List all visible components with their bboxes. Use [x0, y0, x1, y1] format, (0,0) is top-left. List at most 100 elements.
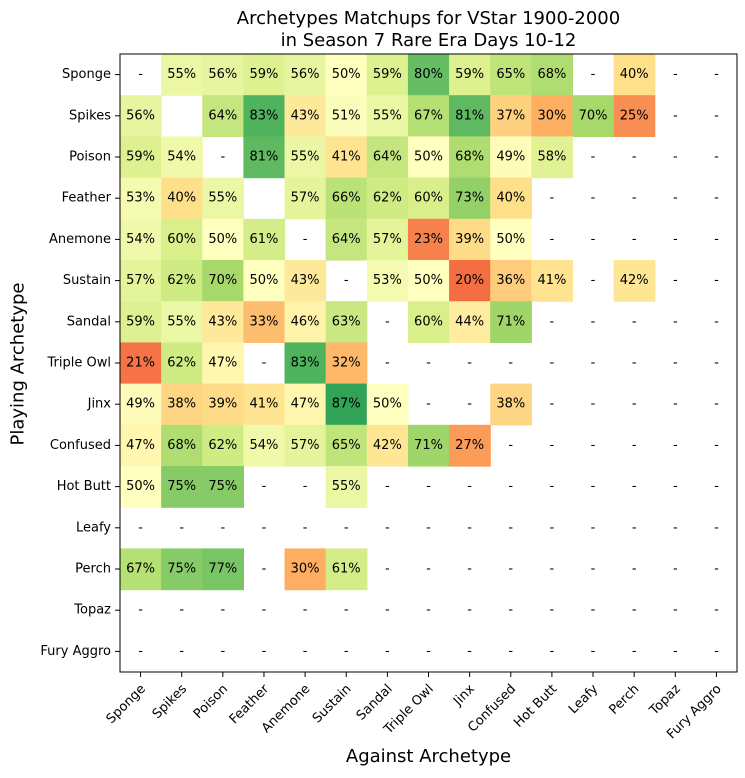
heatmap-cell — [366, 260, 409, 302]
cell-value-label: - — [138, 67, 143, 82]
heatmap-cell — [449, 260, 491, 302]
cell-value-label: - — [714, 273, 719, 288]
y-tick-label-hot-butt: Hot Butt — [57, 479, 111, 494]
heatmap-cell — [120, 301, 162, 343]
y-axis-ticks: Sponge Spikes Poison Feather Anemone Sustain S… — [40, 67, 120, 659]
cell-value-label: - — [632, 520, 637, 535]
heatmap-cell — [449, 177, 491, 220]
heatmap-cell — [120, 95, 162, 137]
heatmap-cell — [202, 548, 244, 591]
cell-value-label: 50% — [208, 232, 237, 247]
heatmap-cell — [366, 218, 409, 261]
y-axis-label: Playing Archetype — [7, 282, 29, 446]
cell-value-label: 49% — [496, 150, 525, 165]
y-tick-label-jinx: Jinx — [87, 397, 112, 412]
cell-value-label: 41% — [332, 150, 361, 165]
cell-value-label: 81% — [455, 108, 484, 123]
cell-value-label: - — [714, 356, 719, 371]
cell-value-label: 57% — [126, 273, 155, 288]
cell-value-label: - — [591, 150, 596, 165]
cell-value-label: 58% — [537, 150, 566, 165]
cell-value-label: - — [467, 397, 472, 412]
heatmap-cell — [120, 424, 162, 467]
cell-value-label: 61% — [250, 232, 279, 247]
heatmap-cell — [243, 301, 286, 343]
heatmap-cell — [366, 177, 409, 220]
heatmap-cell — [490, 54, 532, 96]
heatmap-cell — [202, 301, 244, 343]
cell-value-label: - — [508, 438, 513, 453]
cell-value-label: 83% — [291, 356, 320, 371]
cell-value-label: 51% — [332, 108, 361, 123]
cell-value-label: 57% — [291, 191, 320, 206]
heatmap-cell — [366, 383, 409, 426]
heatmap-cell — [325, 466, 368, 508]
y-tick-label-fury-aggro: Fury Aggro — [40, 644, 111, 659]
cell-value-label: - — [220, 520, 225, 535]
heatmap-cell — [407, 95, 450, 137]
cell-value-label: 38% — [167, 397, 196, 412]
heatmap-cell — [243, 54, 286, 96]
cell-value-label: 50% — [332, 67, 361, 82]
heatmap-cell — [325, 342, 368, 385]
cell-value-label: 54% — [250, 438, 279, 453]
cell-value-label: - — [262, 520, 267, 535]
cell-value-label: - — [714, 232, 719, 247]
heatmap-cell — [284, 95, 327, 137]
cell-value-label: 43% — [291, 108, 320, 123]
cell-value-label: 39% — [208, 397, 237, 412]
heatmap-cell — [366, 95, 409, 137]
heatmap-cell — [325, 301, 368, 343]
cell-value-label: - — [673, 191, 678, 206]
cell-value-label: - — [673, 314, 678, 329]
cell-value-label: 44% — [455, 314, 484, 329]
cell-value-label: 80% — [414, 67, 443, 82]
cell-value-label: - — [673, 603, 678, 618]
cell-value-label: 30% — [291, 562, 320, 577]
y-tick-label-sponge: Sponge — [62, 67, 111, 82]
cell-value-label: - — [632, 603, 637, 618]
heatmap-cell — [161, 548, 203, 591]
cell-value-label: 23% — [414, 232, 443, 247]
heatmap-cell — [572, 95, 615, 137]
cell-value-label: - — [714, 562, 719, 577]
cell-value-label: 75% — [167, 479, 196, 494]
cell-value-label: - — [262, 356, 267, 371]
heatmap-cell — [449, 301, 491, 343]
cell-value-label: - — [262, 479, 267, 494]
cell-value-label: - — [467, 520, 472, 535]
cell-value-label: - — [591, 232, 596, 247]
cell-value-label: 50% — [496, 232, 525, 247]
x-tick-label-perch: Perch — [607, 682, 643, 718]
heatmap-cell — [407, 301, 450, 343]
x-tick-label-spikes: Spikes — [150, 682, 190, 722]
cell-value-label: 60% — [414, 191, 443, 206]
cell-value-label: - — [508, 356, 513, 371]
heatmap-cells: - 55% 56% 59% 56% 50% 59% 80% 59% 65% 68% - 40% - - 56%… — [120, 54, 719, 659]
heatmap-cell — [490, 177, 532, 220]
cell-value-label: - — [591, 562, 596, 577]
cell-value-label: - — [550, 356, 555, 371]
heatmap-cell — [161, 342, 203, 385]
cell-value-label: - — [426, 603, 431, 618]
cell-value-label: 41% — [537, 273, 566, 288]
heatmap-cell — [407, 218, 450, 261]
cell-value-label: - — [714, 644, 719, 659]
cell-value-label: 65% — [496, 67, 525, 82]
cell-value-label: - — [385, 644, 390, 659]
cell-value-label: - — [632, 356, 637, 371]
cell-value-label: - — [303, 520, 308, 535]
heatmap-cell — [449, 218, 491, 261]
cell-value-label: 42% — [620, 273, 649, 288]
heatmap-cell — [243, 136, 286, 179]
cell-value-label: - — [591, 356, 596, 371]
cell-value-label: 56% — [126, 108, 155, 123]
cell-value-label: 55% — [208, 191, 237, 206]
cell-value-label: 47% — [208, 356, 237, 371]
cell-value-label: 54% — [167, 150, 196, 165]
heatmap-cell — [325, 548, 368, 591]
cell-value-label: - — [591, 479, 596, 494]
cell-value-label: 59% — [455, 67, 484, 82]
x-tick-label-topaz: Topaz — [646, 682, 683, 719]
